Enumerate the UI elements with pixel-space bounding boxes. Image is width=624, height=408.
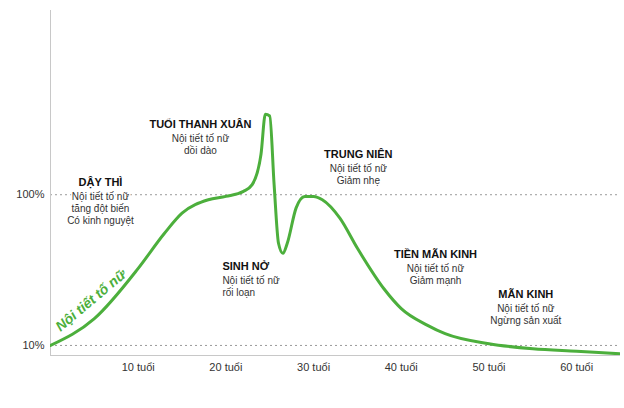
svg-text:30 tuổi: 30 tuổi (297, 361, 330, 373)
svg-text:20 tuổi: 20 tuổi (209, 361, 242, 373)
svg-text:DẬY THÌ: DẬY THÌ (79, 176, 123, 189)
svg-text:MÃN KINH: MÃN KINH (498, 288, 553, 300)
svg-text:40 tuổi: 40 tuổi (385, 361, 418, 373)
svg-text:TRUNG NIÊN: TRUNG NIÊN (324, 148, 393, 160)
svg-text:Nội tiết tố nữdồi dào: Nội tiết tố nữdồi dào (172, 133, 230, 156)
svg-text:Nội tiết tố nữ: Nội tiết tố nữ (52, 265, 130, 334)
svg-text:60 tuổi: 60 tuổi (560, 361, 593, 373)
svg-text:50 tuổi: 50 tuổi (472, 361, 505, 373)
svg-text:Nội tiết tố nữGiảm nhẹ: Nội tiết tố nữGiảm nhẹ (330, 163, 388, 186)
svg-text:Nội tiết tố nữtăng đột biếnCó: Nội tiết tố nữtăng đột biếnCó kinh nguyệ… (67, 191, 134, 226)
svg-text:10 tuổi: 10 tuổi (122, 361, 155, 373)
svg-text:Nội tiết tố nữGiảm mạnh: Nội tiết tố nữGiảm mạnh (407, 263, 465, 286)
svg-text:Nội tiết tố nữNgừng sản xuất: Nội tiết tố nữNgừng sản xuất (490, 303, 561, 326)
svg-text:SINH NỞ: SINH NỞ (222, 260, 269, 272)
svg-text:100%: 100% (16, 188, 44, 200)
svg-text:TUỔI THANH XUÂN: TUỔI THANH XUÂN (149, 118, 251, 130)
svg-text:TIỀN MÃN KINH: TIỀN MÃN KINH (394, 248, 477, 260)
svg-text:Nội tiết tố nữrối loạn: Nội tiết tố nữrối loạn (222, 275, 280, 298)
svg-text:10%: 10% (22, 339, 44, 351)
